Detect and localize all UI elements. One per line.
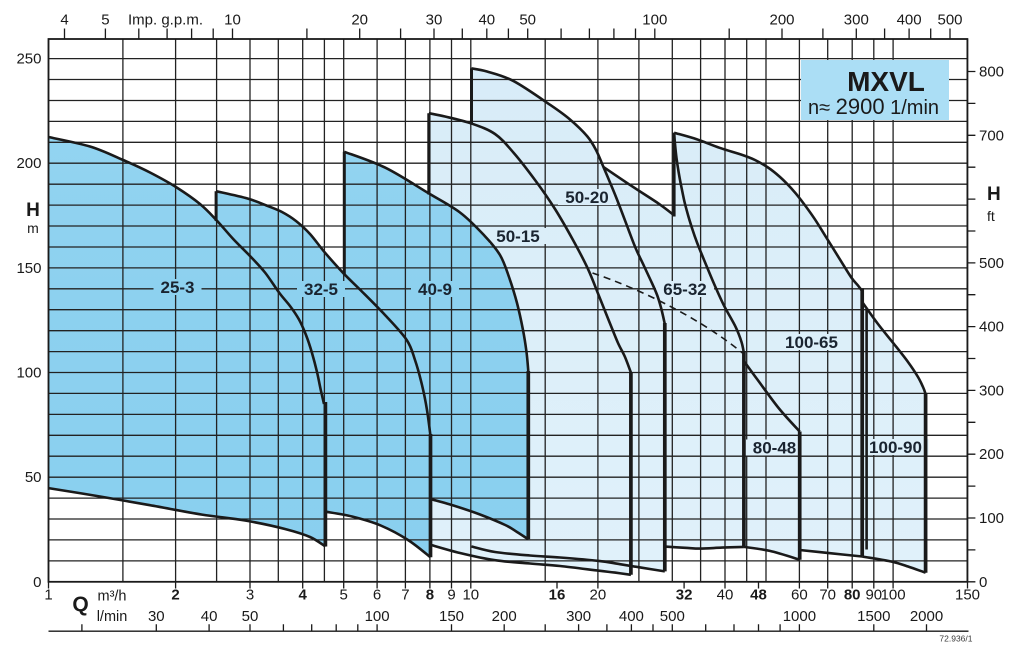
svg-text:400: 400 — [979, 319, 1004, 336]
svg-text:4: 4 — [60, 12, 68, 29]
svg-text:200: 200 — [492, 608, 517, 625]
svg-text:150: 150 — [439, 608, 464, 625]
svg-text:32-5: 32-5 — [304, 280, 338, 299]
svg-text:40: 40 — [717, 587, 734, 604]
svg-text:90: 90 — [865, 587, 882, 604]
svg-text:5: 5 — [340, 587, 348, 604]
svg-text:100: 100 — [979, 510, 1004, 527]
svg-text:2000: 2000 — [910, 608, 943, 625]
svg-text:48: 48 — [750, 587, 767, 604]
svg-text:150: 150 — [955, 587, 980, 604]
svg-text:9: 9 — [447, 587, 455, 604]
svg-text:6: 6 — [373, 587, 381, 604]
svg-text:500: 500 — [937, 12, 962, 29]
svg-text:1000: 1000 — [783, 608, 816, 625]
svg-text:100-90: 100-90 — [869, 438, 922, 457]
svg-text:ft: ft — [987, 208, 995, 224]
svg-text:400: 400 — [897, 12, 922, 29]
svg-text:1: 1 — [44, 587, 52, 604]
svg-text:500: 500 — [660, 608, 685, 625]
svg-text:200: 200 — [16, 155, 41, 172]
svg-text:8: 8 — [426, 587, 434, 604]
svg-text:800: 800 — [979, 64, 1004, 81]
svg-text:700: 700 — [979, 127, 1004, 144]
svg-text:300: 300 — [979, 382, 1004, 399]
svg-text:m³/h: m³/h — [98, 589, 127, 605]
svg-text:50-20: 50-20 — [565, 188, 608, 207]
svg-text:80-48: 80-48 — [753, 439, 796, 458]
svg-text:10: 10 — [224, 12, 241, 29]
svg-text:20: 20 — [590, 587, 607, 604]
svg-text:150: 150 — [16, 260, 41, 277]
svg-text:0: 0 — [33, 574, 41, 591]
svg-text:50: 50 — [25, 469, 42, 486]
svg-text:50: 50 — [242, 608, 259, 625]
svg-text:400: 400 — [619, 608, 644, 625]
svg-text:n≈ 2900 1/min: n≈ 2900 1/min — [808, 94, 939, 119]
svg-text:l/min: l/min — [97, 609, 128, 625]
svg-text:Q: Q — [72, 593, 88, 616]
svg-text:H: H — [26, 200, 40, 221]
svg-text:1500: 1500 — [857, 608, 890, 625]
svg-text:5: 5 — [101, 12, 109, 29]
svg-text:500: 500 — [979, 255, 1004, 272]
svg-text:300: 300 — [844, 12, 869, 29]
svg-text:50: 50 — [519, 12, 536, 29]
svg-text:65-32: 65-32 — [663, 280, 706, 299]
svg-text:100: 100 — [642, 12, 667, 29]
svg-text:25-3: 25-3 — [160, 278, 194, 297]
svg-text:72.936/1: 72.936/1 — [939, 634, 972, 644]
svg-text:10: 10 — [462, 587, 479, 604]
svg-text:70: 70 — [819, 587, 836, 604]
svg-text:80: 80 — [844, 587, 861, 604]
svg-text:16: 16 — [549, 587, 566, 604]
svg-text:30: 30 — [148, 608, 165, 625]
svg-text:3: 3 — [246, 587, 254, 604]
svg-text:30: 30 — [426, 12, 443, 29]
svg-text:m: m — [27, 220, 39, 236]
svg-text:200: 200 — [769, 12, 794, 29]
svg-text:100-65: 100-65 — [785, 333, 838, 352]
svg-text:MXVL: MXVL — [847, 66, 925, 97]
svg-text:100: 100 — [16, 365, 41, 382]
svg-text:32: 32 — [676, 587, 693, 604]
svg-text:0: 0 — [979, 574, 987, 591]
svg-text:20: 20 — [351, 12, 368, 29]
svg-text:300: 300 — [566, 608, 591, 625]
svg-text:50-15: 50-15 — [496, 227, 539, 246]
svg-text:40: 40 — [478, 12, 495, 29]
svg-text:4: 4 — [299, 587, 308, 604]
svg-text:100: 100 — [365, 608, 390, 625]
svg-text:40: 40 — [201, 608, 218, 625]
svg-text:Imp. g.p.m.: Imp. g.p.m. — [128, 12, 203, 29]
svg-text:2: 2 — [171, 587, 179, 604]
svg-text:7: 7 — [401, 587, 409, 604]
svg-text:60: 60 — [791, 587, 808, 604]
svg-text:250: 250 — [16, 51, 41, 68]
svg-text:200: 200 — [979, 446, 1004, 463]
svg-text:H: H — [987, 184, 1001, 205]
svg-text:100: 100 — [881, 587, 906, 604]
svg-text:40-9: 40-9 — [418, 280, 452, 299]
